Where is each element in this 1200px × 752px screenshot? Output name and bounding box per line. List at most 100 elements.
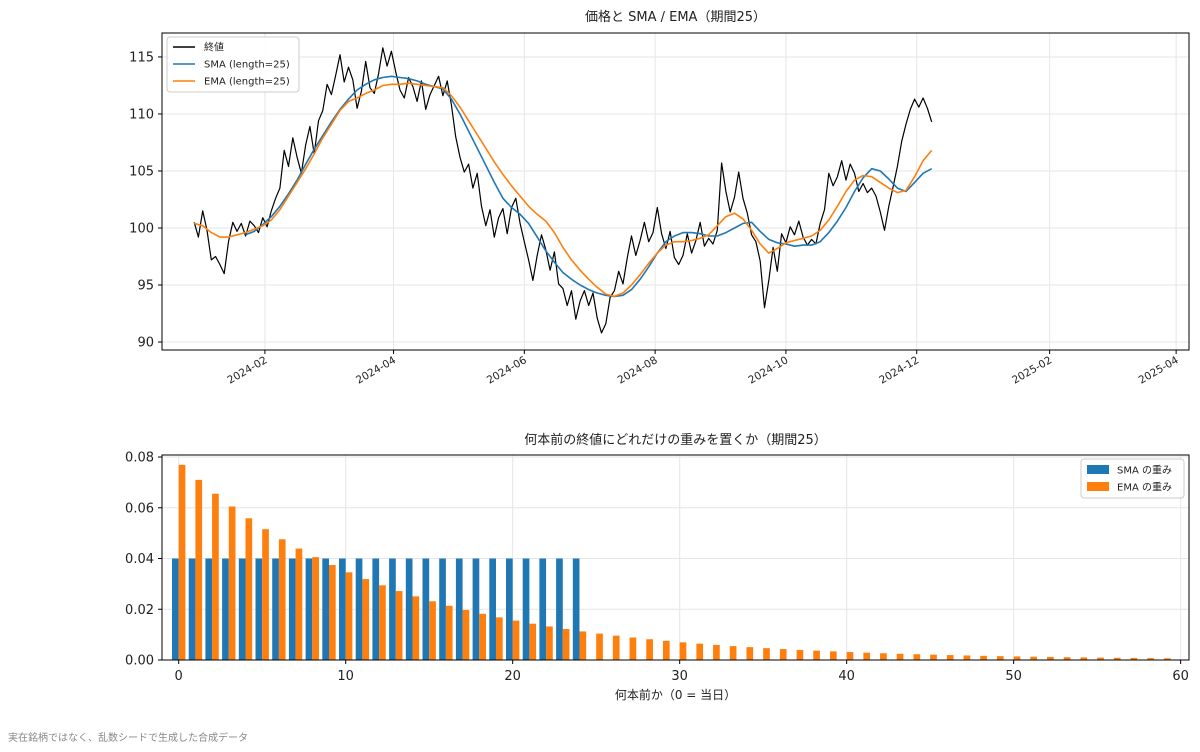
sma-bar — [188, 558, 196, 660]
ema-bar — [1063, 657, 1071, 660]
ema-bar — [178, 464, 186, 660]
legend-label: SMA (length=25) — [204, 60, 290, 71]
ema-bar — [1113, 657, 1121, 660]
sma-bar — [222, 558, 229, 660]
legend-swatch — [1087, 482, 1109, 491]
legend-label: EMA の重み — [1117, 481, 1172, 494]
sma-bar — [355, 558, 363, 660]
ema-bar — [262, 529, 269, 660]
ema-bar — [295, 548, 303, 660]
ema-bar — [746, 647, 754, 660]
chart-title: 価格と SMA / EMA（期間25） — [585, 9, 766, 25]
ema-bar — [1097, 657, 1104, 660]
ema-bar — [412, 596, 420, 660]
ema-bar — [829, 651, 837, 660]
sma-bar — [439, 558, 446, 660]
y-tick-label: 105 — [129, 164, 154, 179]
x-tick-label: 2024-02 — [225, 354, 269, 386]
legend-box — [166, 36, 300, 93]
series-line-2 — [193, 82, 933, 298]
x-tick-label: 2025-04 — [1137, 354, 1181, 386]
ema-bar — [863, 652, 871, 660]
sma-bar — [455, 558, 463, 660]
sma-bar — [506, 558, 513, 660]
ema-bar — [713, 644, 720, 660]
ema-bar — [379, 585, 386, 660]
ema-bar — [679, 642, 687, 660]
ema-bar — [562, 629, 570, 660]
ema-bar — [963, 655, 971, 660]
sma-bar — [272, 558, 279, 660]
chart-title: 何本前の終値にどれだけの重みを置くか（期間25） — [524, 432, 827, 448]
ema-bar — [1013, 656, 1021, 660]
ema-bar — [596, 633, 603, 660]
legend-swatch — [1087, 465, 1109, 474]
legend: 終値 SMA (length=25) EMA (length=25) — [166, 36, 300, 93]
ema-bar — [980, 655, 987, 660]
ema-bar — [395, 591, 403, 660]
sma-bar — [205, 558, 213, 660]
x-tick-label: 2025-02 — [1010, 354, 1054, 386]
legend-label: 終値 — [204, 41, 224, 54]
sma-bar — [172, 558, 179, 660]
legend: SMA の重み EMA の重み — [1080, 458, 1185, 499]
ema-bar — [779, 649, 787, 660]
y-tick-label: 0.00 — [125, 654, 154, 669]
x-tick-label: 40 — [838, 669, 855, 684]
y-tick-label: 90 — [137, 336, 154, 351]
series-line-0 — [193, 47, 933, 334]
ema-bar — [696, 643, 704, 660]
sma-bar — [339, 558, 346, 660]
x-tick-label: 20 — [504, 669, 521, 684]
y-tick-label: 0.02 — [125, 603, 154, 618]
ema-bar — [1163, 658, 1171, 660]
ema-bar — [479, 613, 486, 660]
ema-bar — [328, 565, 336, 660]
ema-bar — [345, 572, 353, 660]
ema-bar — [946, 655, 954, 660]
plot-frame — [161, 454, 1190, 661]
x-tick-label: 10 — [337, 669, 354, 684]
sma-bar — [489, 558, 496, 660]
ema-bar — [445, 605, 453, 660]
ema-bar — [880, 653, 887, 660]
ema-bar — [913, 654, 921, 660]
ema-bar — [646, 639, 653, 660]
sma-bar — [472, 558, 480, 660]
ema-bar — [763, 648, 770, 660]
x-tick-label: 30 — [671, 669, 688, 684]
x-tick-label: 2024-10 — [746, 354, 790, 386]
ema-bar — [813, 650, 820, 660]
x-tick-label: 2024-06 — [485, 354, 529, 386]
x-tick-label: 2024-12 — [877, 354, 921, 386]
ema-bar — [462, 609, 470, 660]
x-tick-label: 0 — [175, 669, 183, 684]
sma-bar — [539, 558, 547, 660]
weights-chart: 0.00 0.02 0.04 0.06 0.08 0 10 20 30 40 50 60 何本前の終値に… — [125, 432, 1190, 702]
ema-bar — [362, 579, 370, 660]
y-tick-label: 100 — [129, 221, 154, 236]
ema-bar — [228, 506, 236, 660]
price-chart: 90 95 100 105 110 115 2024-02 2024-04 2024-06 202… — [129, 9, 1190, 387]
ema-bar — [495, 617, 503, 660]
sma-bar — [372, 558, 380, 660]
y-tick-label: 95 — [137, 279, 154, 294]
y-tick-label: 110 — [129, 107, 154, 122]
ema-bar — [629, 637, 637, 660]
ema-bar — [429, 601, 436, 660]
y-tick-label: 115 — [129, 50, 154, 65]
ema-bar — [245, 518, 253, 660]
ema-bar — [612, 635, 620, 660]
ema-bar — [1047, 656, 1054, 660]
sma-bar — [305, 558, 313, 660]
ema-bar — [996, 656, 1004, 660]
y-tick-label: 0.06 — [125, 501, 154, 516]
ema-bar — [846, 652, 854, 660]
x-tick-label: 50 — [1005, 669, 1022, 684]
x-tick-label: 2024-08 — [616, 354, 660, 386]
sma-bar — [572, 558, 580, 660]
ema-bar — [1030, 656, 1038, 660]
ema-bar — [1130, 657, 1138, 660]
